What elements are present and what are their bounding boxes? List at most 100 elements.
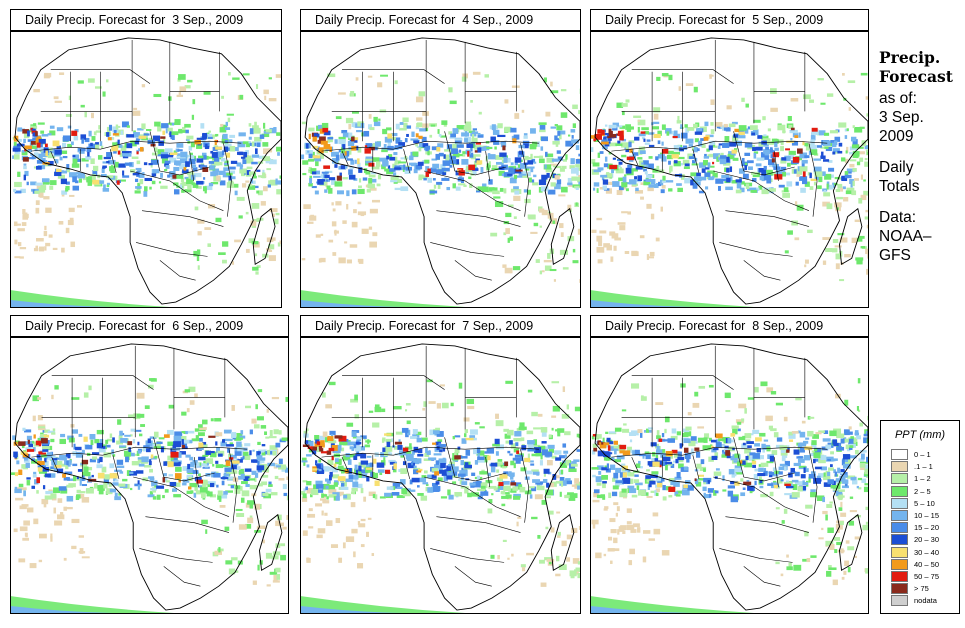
country-border xyxy=(228,449,238,523)
map-svg xyxy=(591,343,868,613)
country-border xyxy=(223,143,232,217)
country-border xyxy=(454,260,492,281)
precip-map-4 xyxy=(10,337,289,614)
madagascar-coastline xyxy=(839,513,863,572)
country-border xyxy=(31,446,248,458)
country-border xyxy=(149,131,210,176)
legend-label: 20 – 30 xyxy=(914,535,940,545)
country-border xyxy=(50,69,151,84)
legend: PPT (mm) 0 – 1 .1 – 1 1 – 2 2 – 5 5 – 10 10 –… xyxy=(880,420,960,614)
country-border xyxy=(321,140,539,152)
country-border xyxy=(153,437,215,482)
africa-coastline xyxy=(304,343,580,611)
legend-swatch xyxy=(891,461,908,473)
legend-label: 10 – 15 xyxy=(914,511,940,520)
legend-swatch xyxy=(891,558,908,570)
madagascar-coastline xyxy=(259,513,283,572)
map-svg xyxy=(11,343,288,613)
country-border xyxy=(112,455,120,480)
precip-map-2 xyxy=(300,31,581,308)
country-border xyxy=(136,242,208,257)
country-border xyxy=(194,457,199,487)
panel-title-4: Daily Precip. Forecast for 6 Sep., 2009 xyxy=(10,315,289,337)
legend-swatch xyxy=(891,583,908,595)
africa-coastline xyxy=(594,37,868,305)
data-line3: GFS xyxy=(879,247,911,264)
country-border xyxy=(631,457,639,472)
asof-date-line2: 2009 xyxy=(879,128,914,145)
precip-field xyxy=(11,72,281,307)
africa-coastline xyxy=(304,37,580,305)
africa-coastline xyxy=(14,343,288,611)
panel-title-1: Daily Precip. Forecast for 3 Sep., 2009 xyxy=(10,9,282,31)
africa-coastline xyxy=(594,343,868,611)
legend-label: 15 – 20 xyxy=(914,523,940,533)
legend-swatch xyxy=(891,510,908,521)
country-border xyxy=(141,210,224,227)
panel-title-3: Daily Precip. Forecast for 5 Sep., 2009 xyxy=(590,9,869,31)
madagascar-coastline xyxy=(839,207,863,266)
legend-swatch xyxy=(891,546,908,558)
legend-label: > 75 xyxy=(914,584,929,594)
legend-swatch xyxy=(891,449,908,460)
map-svg xyxy=(11,37,281,307)
totals-line2: Totals xyxy=(879,178,920,195)
country-border xyxy=(109,149,117,174)
data-line1: Data: xyxy=(879,209,917,226)
country-border xyxy=(774,151,779,181)
data-line2: NOAA– xyxy=(879,228,932,245)
map-svg xyxy=(301,343,580,613)
country-border xyxy=(133,476,230,517)
legend-swatch xyxy=(891,497,908,509)
legend-label: 2 – 5 xyxy=(914,486,931,496)
country-border xyxy=(444,437,507,482)
country-border xyxy=(631,151,639,166)
legend-swatch xyxy=(891,473,908,485)
country-border xyxy=(189,151,194,181)
asof-label: as of: xyxy=(879,90,917,107)
country-border xyxy=(139,548,213,563)
legend-swatch xyxy=(891,522,908,534)
country-border xyxy=(145,516,230,533)
map-svg xyxy=(301,37,580,307)
country-border xyxy=(692,455,700,480)
country-border xyxy=(342,69,445,84)
precip-field xyxy=(301,379,580,613)
country-border xyxy=(342,375,445,390)
madagascar-coastline xyxy=(550,207,575,266)
country-border xyxy=(692,149,700,174)
precip-field xyxy=(11,378,288,613)
legend-swatch xyxy=(891,595,908,607)
precip-field xyxy=(301,71,580,307)
precip-field xyxy=(591,378,868,613)
legend-label: 40 – 50 xyxy=(914,559,940,569)
country-border xyxy=(403,149,411,174)
country-border xyxy=(50,151,57,166)
precip-map-3 xyxy=(590,31,869,308)
country-border xyxy=(51,457,59,472)
country-border xyxy=(713,476,810,517)
legend-swatch xyxy=(891,571,908,582)
country-border xyxy=(774,457,779,487)
country-border xyxy=(430,242,505,257)
country-border xyxy=(163,566,201,587)
country-border xyxy=(424,476,521,517)
map-svg xyxy=(591,37,868,307)
country-border xyxy=(424,170,521,211)
country-border xyxy=(743,566,781,587)
country-border xyxy=(403,455,411,480)
legend-swatch xyxy=(891,485,908,497)
country-border xyxy=(454,566,492,587)
country-border xyxy=(159,260,196,281)
country-border xyxy=(321,446,539,458)
country-border xyxy=(725,210,810,227)
side-annotation: Precip. Forecast as of: 3 Sep. 2009 Dail… xyxy=(879,48,965,265)
legend-label: 5 – 10 xyxy=(914,498,935,508)
country-border xyxy=(485,151,491,181)
country-border xyxy=(743,260,781,281)
precip-field xyxy=(591,72,868,307)
precip-map-5 xyxy=(300,337,581,614)
country-border xyxy=(733,131,795,176)
legend-title: PPT (mm) xyxy=(894,429,946,441)
asof-date-line1: 3 Sep. xyxy=(879,109,924,126)
